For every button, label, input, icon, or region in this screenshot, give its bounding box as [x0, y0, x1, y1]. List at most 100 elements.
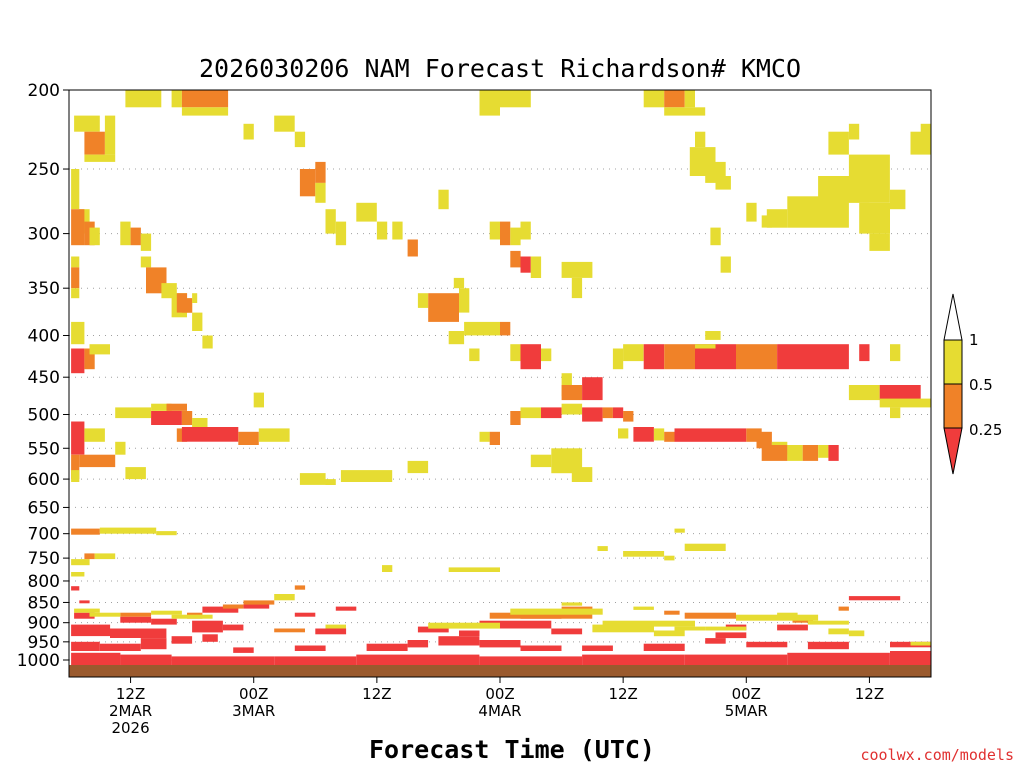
xtick-label-5-1: 5MAR [725, 702, 768, 720]
ytick-label-850: 850 [28, 593, 60, 613]
ri-cell-169 [777, 344, 849, 370]
ri-cell-43 [335, 606, 357, 611]
ri-cell-25 [746, 641, 788, 648]
ri-cell-82 [71, 586, 80, 591]
ri-cell-195 [192, 293, 198, 303]
ri-cell-77 [848, 630, 865, 637]
ri-cell-228 [479, 90, 500, 116]
ri-cell-236 [695, 131, 706, 148]
ri-cell-219 [459, 288, 470, 313]
ri-cell-83 [79, 600, 90, 604]
ground-layer [69, 665, 931, 677]
ytick-label-350: 350 [28, 279, 60, 299]
ri-cell-177 [890, 407, 901, 419]
ri-cell-0 [71, 652, 121, 667]
ri-cell-115 [299, 473, 326, 485]
xtick-label-6-0: 12Z [855, 685, 884, 703]
ri-cell-157 [469, 348, 480, 362]
ri-cell-28 [71, 624, 111, 637]
ri-cell-143 [828, 445, 839, 461]
ri-cell-64 [171, 614, 213, 619]
ri-cell-22 [582, 645, 613, 651]
colorbar-label-1: 0.5 [969, 376, 993, 394]
ri-cell-124 [530, 454, 552, 468]
ytick-label-650: 650 [28, 498, 60, 518]
ri-cell-202 [181, 90, 229, 108]
ri-cell-109 [192, 418, 208, 429]
ri-cell-251 [828, 131, 849, 155]
ri-cell-108 [181, 411, 193, 425]
colorbar-bin-orange [943, 383, 963, 429]
ri-cell-241 [720, 256, 731, 273]
ri-cell-196 [74, 115, 100, 132]
ri-cell-216 [438, 189, 449, 210]
ri-cell-199 [84, 154, 116, 162]
ri-cell-168 [736, 344, 777, 370]
ri-cell-88 [71, 528, 100, 535]
ri-cell-102 [84, 428, 105, 442]
ri-cell-53 [684, 612, 736, 619]
ri-cell-29 [110, 628, 167, 638]
ri-cell-68 [510, 608, 603, 615]
ri-cell-159 [541, 348, 552, 362]
ri-cell-204 [243, 123, 254, 140]
ri-cell-248 [859, 202, 890, 234]
ri-cell-93 [597, 546, 608, 551]
ri-cell-217 [417, 293, 429, 308]
ri-cell-7 [684, 654, 788, 667]
ri-cell-105 [115, 407, 152, 419]
ri-cell-146 [84, 348, 95, 370]
ri-cell-90 [156, 531, 177, 536]
ri-cell-174 [848, 385, 880, 401]
ri-cell-2 [171, 656, 275, 667]
ytick-label-950: 950 [28, 633, 60, 653]
ri-cell-179 [79, 209, 90, 234]
ri-cell-182 [89, 227, 100, 246]
ri-cell-252 [848, 123, 860, 140]
ytick-label-700: 700 [28, 525, 60, 545]
ri-cell-47 [777, 624, 808, 631]
ri-cell-13 [171, 636, 193, 644]
ri-cell-89 [99, 527, 157, 534]
ri-cell-239 [715, 176, 731, 190]
colorbar-label-2: 0.25 [969, 421, 1002, 439]
ri-cell-17 [366, 643, 408, 651]
ri-cell-131 [623, 411, 634, 422]
ri-cell-59 [294, 585, 306, 590]
ri-cell-232 [643, 90, 665, 108]
ri-cell-122 [520, 407, 541, 419]
ri-cell-24 [705, 638, 726, 644]
ri-cell-154 [464, 321, 500, 336]
ri-cell-9 [890, 651, 931, 667]
ri-cell-137 [756, 431, 772, 449]
ri-cell-254 [920, 123, 931, 137]
ri-cell-94 [623, 551, 665, 557]
ri-cell-214 [392, 221, 403, 240]
ground-band [69, 665, 931, 677]
ri-cell-123 [541, 407, 562, 419]
ri-cell-222 [500, 221, 511, 246]
colorbar-bin-red [943, 427, 963, 475]
ri-cell-250 [890, 189, 906, 210]
ri-cell-183 [120, 221, 131, 246]
ri-cell-58 [243, 600, 275, 605]
ri-cell-78 [561, 602, 583, 606]
ri-cell-209 [315, 182, 326, 203]
ri-cell-235 [664, 107, 706, 116]
credit-link[interactable]: coolwx.com/models [860, 746, 1014, 764]
ri-cell-15 [233, 647, 254, 653]
ri-cell-14 [202, 634, 218, 642]
ri-cell-139 [761, 445, 788, 461]
ri-cell-18 [407, 640, 429, 648]
ri-cell-148 [89, 344, 110, 355]
ri-cell-76 [828, 628, 849, 635]
ri-cell-92 [448, 567, 500, 572]
xtick-label-1-0: 00Z [239, 685, 268, 703]
ri-cell-175 [879, 385, 921, 401]
ri-cell-234 [684, 90, 695, 108]
x-axis-label: Forecast Time (UTC) [369, 735, 655, 764]
ri-cell-37 [74, 612, 95, 619]
ri-cell-226 [520, 256, 531, 273]
ri-cell-173 [890, 344, 901, 362]
